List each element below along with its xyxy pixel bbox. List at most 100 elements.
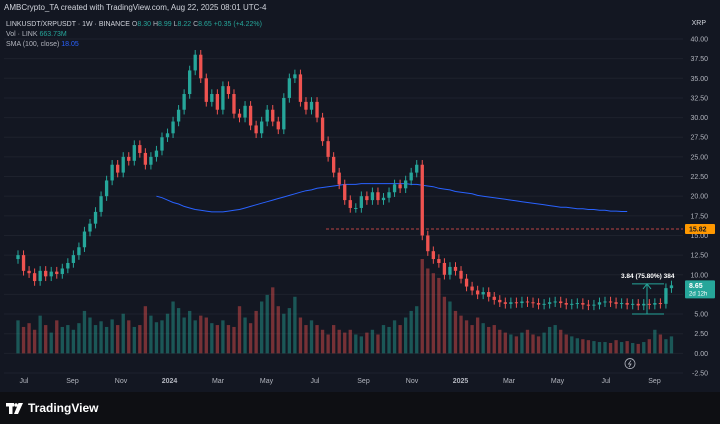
volume-bar xyxy=(498,329,502,354)
lightning-bolt-icon xyxy=(627,360,632,368)
volume-bar xyxy=(49,332,53,354)
volume-bar xyxy=(586,340,591,354)
volume-bar xyxy=(193,320,197,354)
volume-bar xyxy=(426,268,430,354)
volume-bar xyxy=(326,334,330,354)
ohlc-close-key: C xyxy=(193,21,199,28)
candle-body xyxy=(326,141,330,157)
candle-body xyxy=(381,197,386,201)
volume-bar xyxy=(581,339,585,354)
candle-body xyxy=(315,101,319,118)
measure-label: 3.84 (75.80%) 384 xyxy=(621,273,675,280)
volume-bar xyxy=(658,334,663,354)
volume-bar xyxy=(603,342,607,354)
volume-bar xyxy=(392,320,397,354)
sma-value: 18.05 xyxy=(61,41,79,48)
volume-bar xyxy=(442,296,447,354)
candle-body xyxy=(221,86,225,110)
currency-label[interactable]: XRP xyxy=(691,20,706,27)
volume-bar xyxy=(66,325,70,354)
volume-bar xyxy=(365,332,369,354)
ohlc-change: +0.35 (+4.22%) xyxy=(213,21,262,28)
candle-body xyxy=(99,196,103,212)
candle-body xyxy=(531,302,535,304)
candle-body xyxy=(343,184,347,201)
x-tick-label: 2025 xyxy=(453,378,469,385)
volume-bar xyxy=(243,317,247,354)
candle-body xyxy=(44,270,48,277)
volume-bar xyxy=(215,325,220,354)
volume-bar xyxy=(575,338,579,354)
y-tick-label: 17.50 xyxy=(690,213,708,220)
x-tick-label: Jul xyxy=(20,378,29,385)
volume-bar xyxy=(44,325,48,354)
volume-bar xyxy=(176,308,181,354)
x-tick-label: 2024 xyxy=(162,378,178,385)
volume-bar xyxy=(381,325,386,354)
candle-body xyxy=(27,270,31,274)
price-label-tag xyxy=(685,224,715,235)
candle-body xyxy=(597,302,602,305)
footer-bar xyxy=(0,392,720,424)
volume-bar xyxy=(265,294,269,354)
volume-bar xyxy=(38,315,42,354)
candle-body xyxy=(586,304,591,306)
volume-label[interactable]: Vol · LINK xyxy=(6,31,38,38)
symbol-title[interactable]: LINKUSDT/XRPUSDT · 1W · BINANCE xyxy=(6,21,130,28)
legend-row-sma: SMA (100, close) 18.05 xyxy=(6,40,262,50)
ohlc-open-key: O xyxy=(131,21,138,28)
volume-bar xyxy=(592,341,596,354)
candle-body xyxy=(564,303,568,305)
volume-bar xyxy=(248,323,253,354)
y-tick-label: 0.00 xyxy=(694,351,708,358)
candle-body xyxy=(470,286,474,291)
price-chart[interactable]: 40.00 37.50 35.00 32.50 30.00 27.50 25.00 22.50… xyxy=(0,16,720,392)
ohlc-high-value: 8.99 xyxy=(158,21,172,28)
volume-bar xyxy=(398,325,402,354)
candle-body xyxy=(658,303,663,305)
candle-body xyxy=(116,164,120,173)
x-tick-label: May xyxy=(260,378,274,385)
price-label-text: 15.82 xyxy=(689,227,707,234)
candle-body xyxy=(464,278,469,287)
candle-body xyxy=(176,109,181,122)
candle-body xyxy=(669,285,674,289)
volume-bar xyxy=(631,342,635,354)
candle-body xyxy=(559,301,563,304)
volume-bar xyxy=(320,329,325,354)
measure-arrow-icon xyxy=(642,283,652,290)
candle-body xyxy=(359,196,364,208)
x-tick-label: Sep xyxy=(66,378,79,385)
candle-body xyxy=(525,301,530,303)
volume-bar xyxy=(110,319,114,354)
chart-legend: LINKUSDT/XRPUSDT · 1W · BINANCE O8.30 H8… xyxy=(6,20,262,50)
candle-body xyxy=(138,145,142,153)
volume-bar xyxy=(232,326,236,354)
candle-body xyxy=(503,302,507,304)
candle-body xyxy=(370,192,375,201)
candle-body xyxy=(193,54,197,71)
candle-body xyxy=(149,156,153,165)
candle-body xyxy=(603,301,607,303)
candle-body xyxy=(165,133,170,138)
candle-body xyxy=(298,74,303,102)
volume-bar xyxy=(470,325,474,354)
candle-body xyxy=(365,196,369,201)
volume-bar xyxy=(437,277,441,354)
candle-body xyxy=(636,303,640,306)
volume-bar xyxy=(221,320,225,354)
candle-body xyxy=(448,266,452,275)
volume-bar xyxy=(143,306,148,354)
y-tick-label: 12.50 xyxy=(690,253,708,260)
volume-bar xyxy=(619,342,624,354)
candle-body xyxy=(487,292,491,297)
candle-body xyxy=(143,152,148,165)
x-tick-label: Mar xyxy=(503,378,516,385)
candle-body xyxy=(437,259,441,263)
volume-bar xyxy=(625,341,629,354)
candle-body xyxy=(88,223,92,232)
sma-label[interactable]: SMA (100, close) xyxy=(6,41,60,48)
volume-bar xyxy=(55,320,59,354)
candle-body xyxy=(154,150,159,157)
candle-body xyxy=(199,54,203,79)
